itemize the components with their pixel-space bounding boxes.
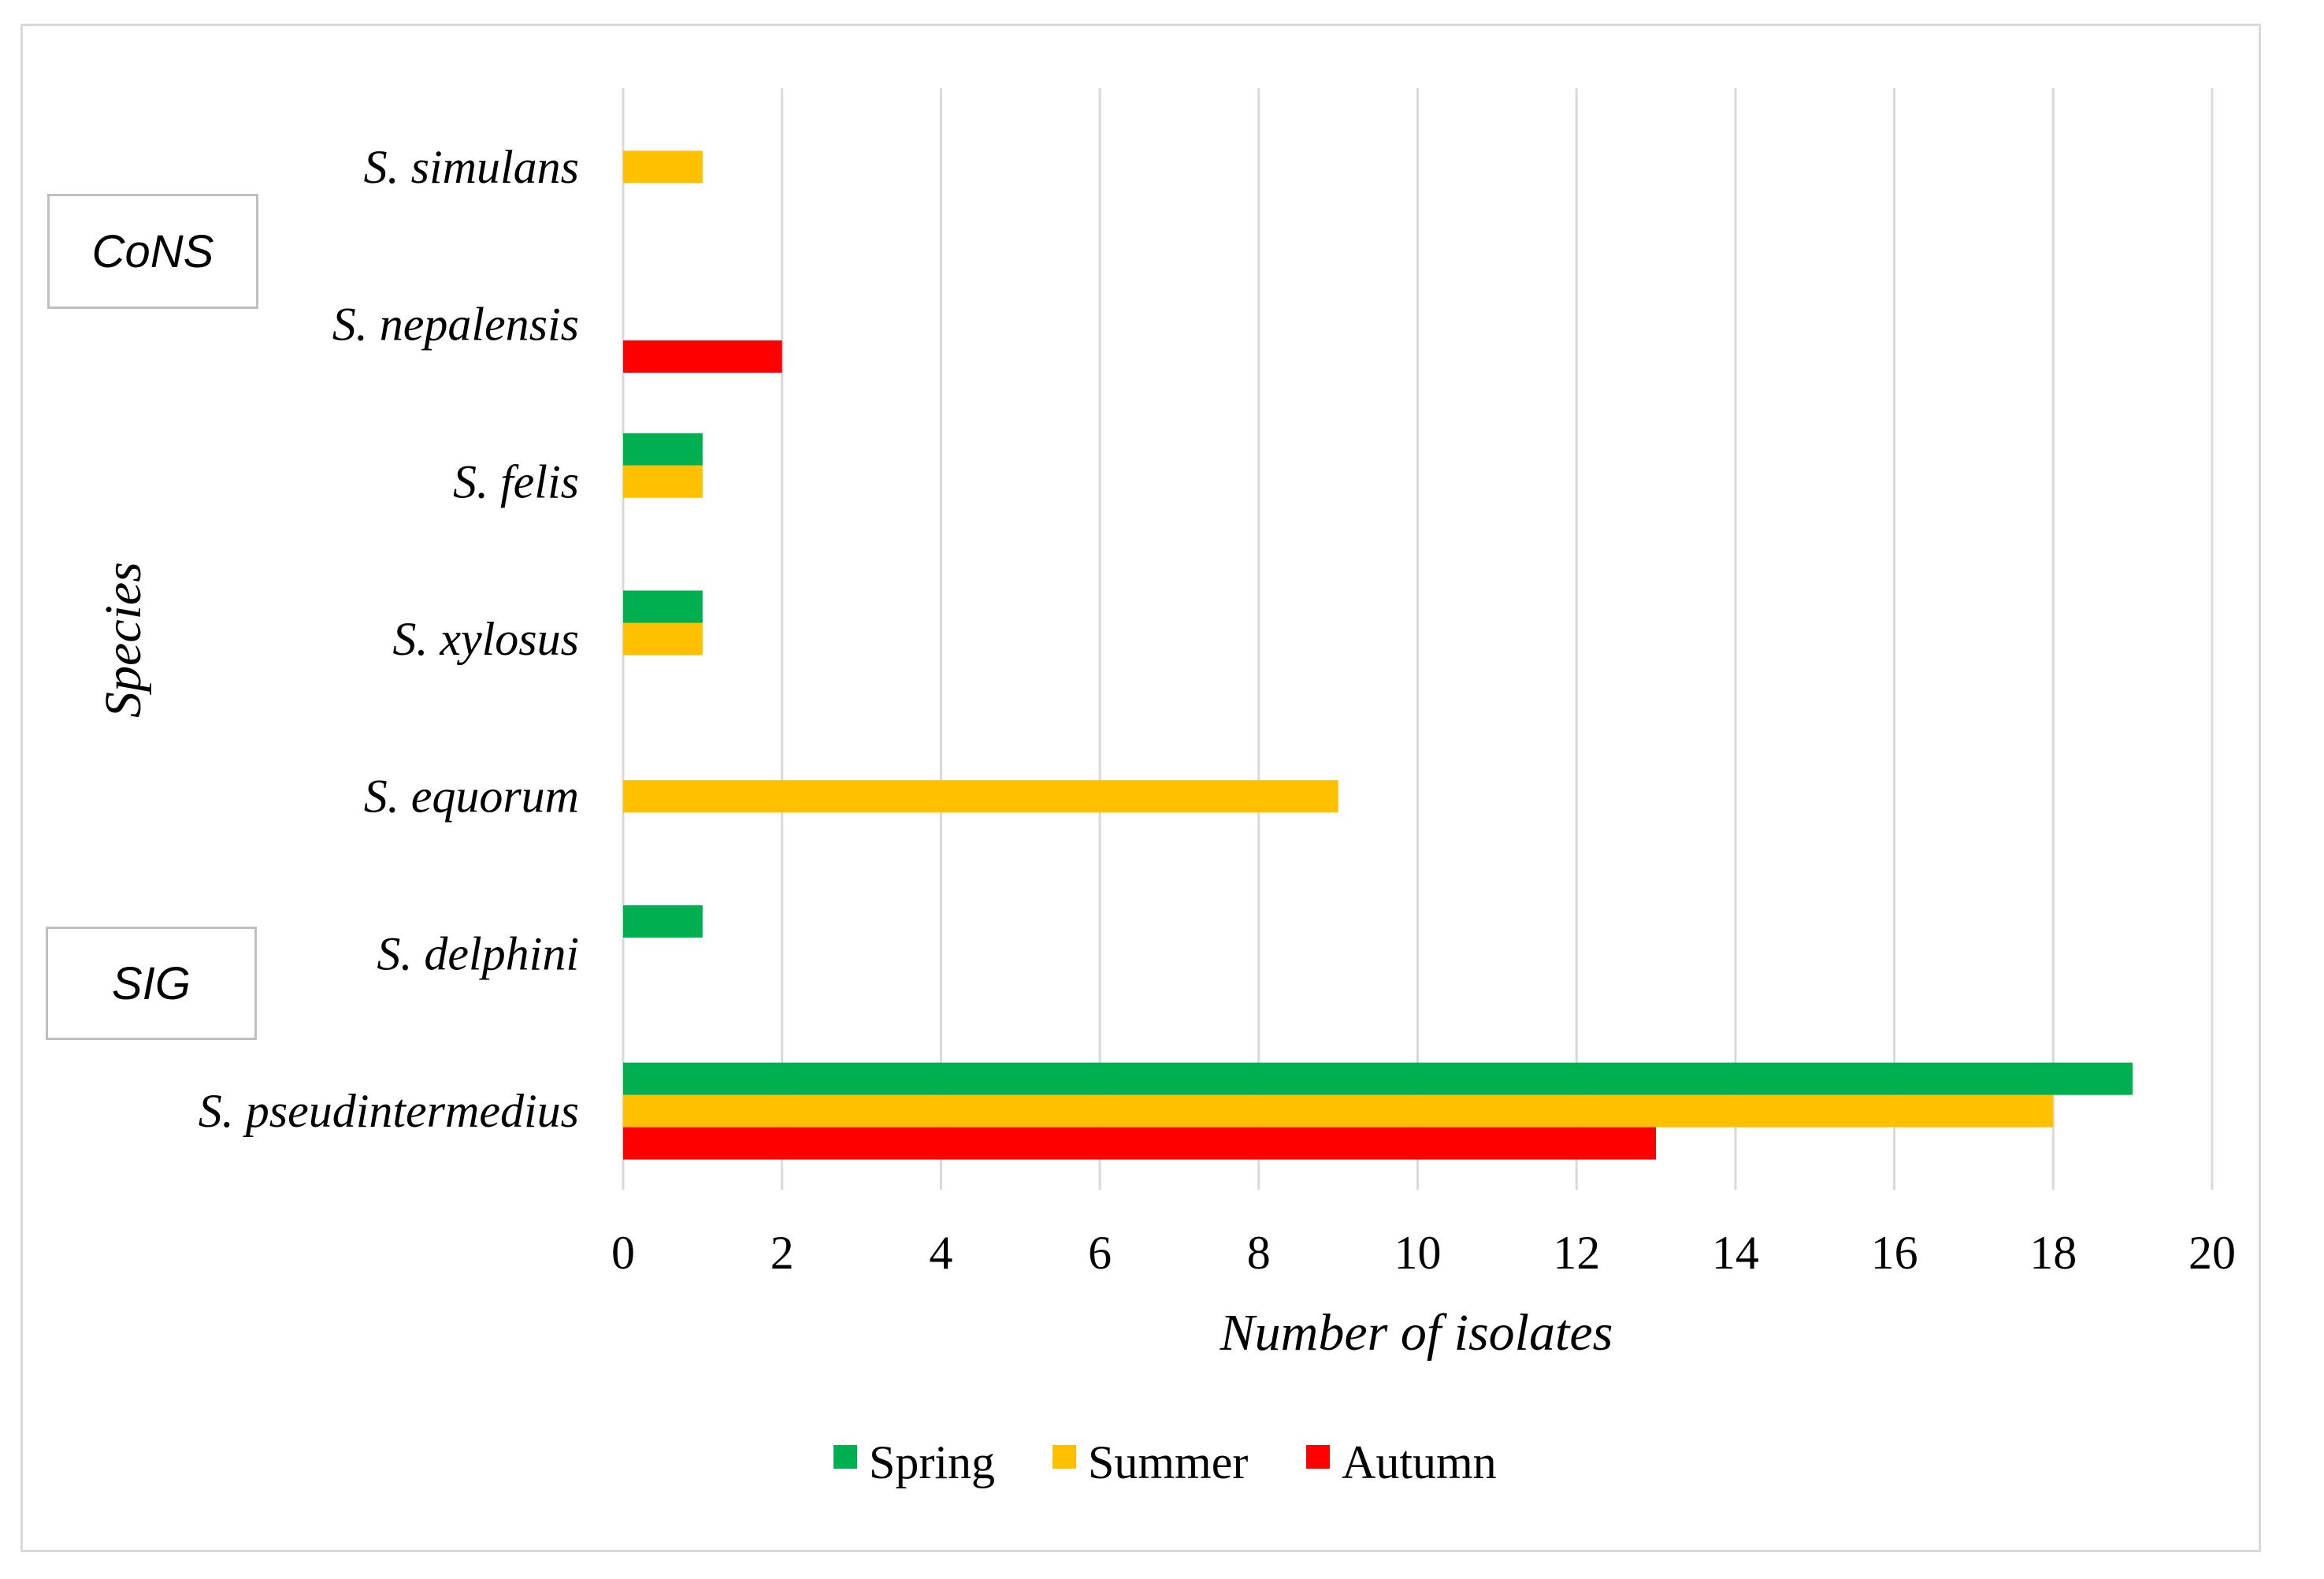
y-axis-category-labels: S. simulans S. nepalensis S. felis S. xylos…	[199, 141, 579, 1137]
legend: Spring Summer Autumn	[833, 1436, 1497, 1488]
category-label-s-delphini: S. delphini	[377, 927, 579, 979]
bar-summer-s-pseudintermedius	[623, 1094, 2054, 1128]
category-label-s-xylosus: S. xylosus	[392, 613, 579, 665]
legend-label-summer: Summer	[1088, 1436, 1248, 1488]
category-label-s-simulans: S. simulans	[364, 141, 579, 193]
bar-summer-s-xylosus	[623, 622, 703, 656]
bar-autumn-s-pseudintermedius	[623, 1127, 1657, 1160]
y-axis-title: Species	[95, 562, 152, 718]
legend-swatch-summer	[1052, 1445, 1076, 1469]
x-tick-label-20: 20	[2188, 1227, 2236, 1279]
legend-swatch-spring	[833, 1445, 857, 1469]
bar-spring-s-delphini	[623, 905, 703, 938]
category-label-s-equorum: S. equorum	[364, 771, 579, 823]
legend-label-autumn: Autumn	[1342, 1436, 1497, 1488]
x-tick-label-6: 6	[1088, 1227, 1112, 1279]
x-tick-label-8: 8	[1247, 1227, 1271, 1279]
bar-summer-s-equorum	[623, 780, 1338, 813]
bar-autumn-s-nepalensis	[623, 340, 782, 373]
legend-swatch-autumn	[1306, 1445, 1330, 1469]
x-axis-title: Number of isolates	[1220, 1304, 1613, 1362]
x-tick-label-10: 10	[1394, 1227, 1442, 1279]
bar-spring-s-pseudintermedius	[623, 1062, 2133, 1095]
x-tick-label-16: 16	[1871, 1227, 1918, 1279]
x-tick-label-4: 4	[929, 1227, 952, 1279]
bar-spring-s-felis	[623, 433, 703, 466]
group-box-cons: CoNS	[47, 194, 258, 309]
bar-summer-s-felis	[623, 465, 703, 498]
group-box-sig: SIG	[46, 927, 257, 1040]
x-tick-label-12: 12	[1553, 1227, 1600, 1279]
bar-summer-s-simulans	[623, 150, 703, 184]
bar-spring-s-xylosus	[623, 590, 703, 623]
x-axis-ticks: 0 2 4 6 8 10 12 14 16 18 20	[611, 1227, 2236, 1279]
category-label-s-felis: S. felis	[453, 455, 579, 507]
x-tick-label-2: 2	[770, 1227, 794, 1279]
category-label-s-pseudintermedius: S. pseudintermedius	[199, 1085, 579, 1137]
x-tick-label-14: 14	[1712, 1227, 1759, 1279]
bars	[623, 150, 2133, 1160]
category-label-s-nepalensis: S. nepalensis	[332, 299, 579, 351]
x-tick-label-18: 18	[2029, 1227, 2077, 1279]
x-tick-label-0: 0	[611, 1227, 635, 1279]
legend-label-spring: Spring	[869, 1436, 995, 1488]
gridlines	[622, 88, 2214, 1190]
